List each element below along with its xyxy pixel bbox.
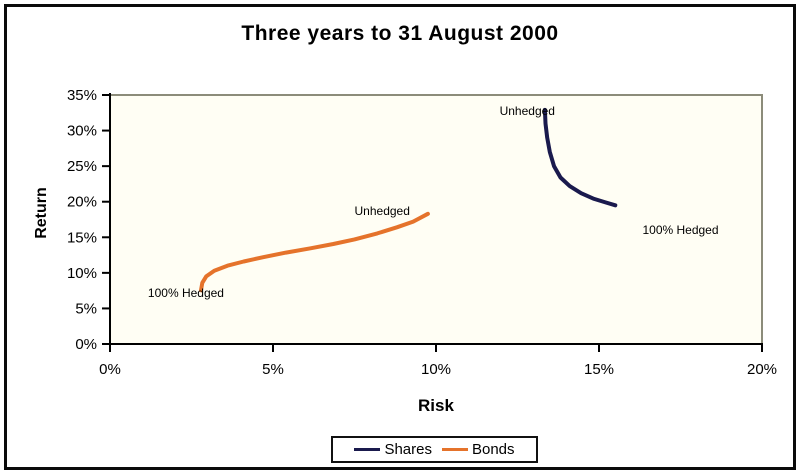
x-axis-title: Risk [418, 396, 454, 415]
legend-label-shares: Shares [384, 441, 432, 458]
x-tick-label: 0% [99, 361, 121, 378]
plot-border [110, 94, 763, 344]
shares-line-swatch [354, 448, 381, 451]
legend-entry-shares: Shares [354, 441, 432, 458]
x-tick-label: 5% [262, 361, 284, 378]
x-tick-label: 15% [584, 361, 614, 378]
y-tick-label: 15% [67, 229, 97, 246]
y-tick-label: 25% [67, 158, 97, 175]
shares-unhedged-label: Unhedged [500, 104, 555, 118]
bonds-100-hedged-label: 100% Hedged [148, 286, 224, 300]
bonds-unhedged-label: Unhedged [355, 204, 410, 218]
legend-entry-bonds: Bonds [441, 441, 515, 458]
bonds-line-swatch [441, 448, 468, 451]
y-tick-label: 30% [67, 123, 97, 140]
y-tick-label: 35% [67, 87, 97, 104]
y-tick-label: 5% [75, 300, 97, 317]
legend-label-bonds: Bonds [471, 441, 515, 458]
plot-area: 0% 5% 10% 15% 20% 25% 30% 35% 0% 5% 10% 15% 20% Unhed… [67, 87, 777, 378]
shares-series-line [542, 107, 618, 208]
bonds-series-line [199, 211, 430, 293]
x-tick-label: 20% [747, 361, 777, 378]
legend: Shares Bonds [331, 436, 538, 463]
y-tick-label: 20% [67, 194, 97, 211]
y-tick-label: 10% [67, 265, 97, 282]
y-tick-label: 0% [75, 336, 97, 353]
shares-100-hedged-label: 100% Hedged [642, 223, 718, 237]
plot-background [110, 95, 762, 344]
x-tick-label: 10% [421, 361, 451, 378]
chart-title: Three years to 31 August 2000 [241, 22, 559, 45]
